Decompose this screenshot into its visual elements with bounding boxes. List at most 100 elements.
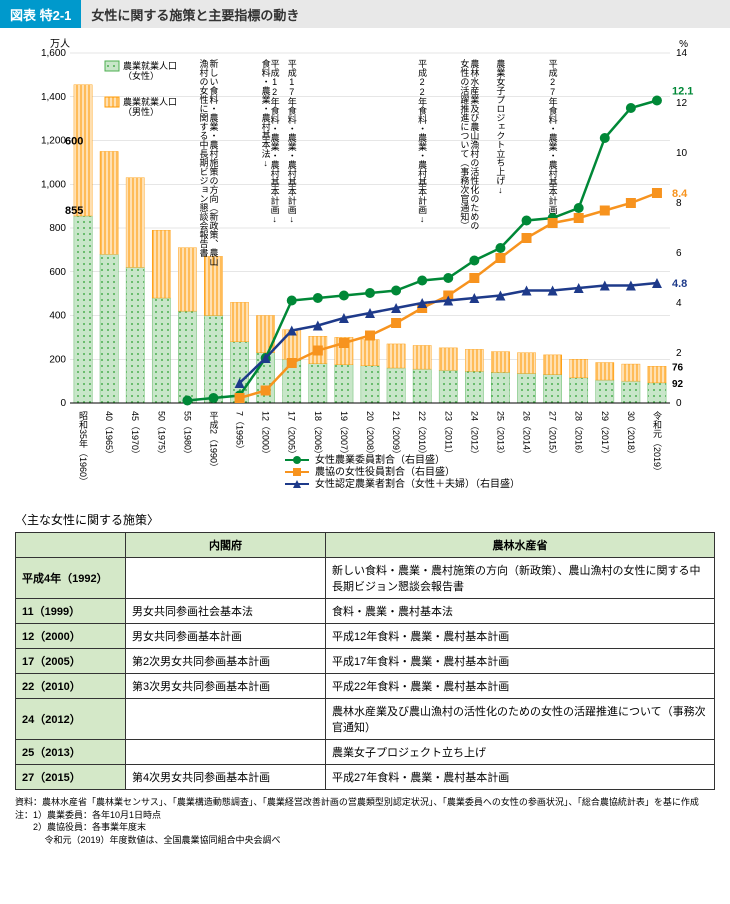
svg-text:農協の女性役員割合（右目盛）: 農協の女性役員割合（右目盛） xyxy=(315,465,455,478)
bar-female xyxy=(335,365,353,403)
bar-male xyxy=(622,364,640,381)
svg-text:新しい食料・農業・農村施策の方向（新政策、農山: 新しい食料・農業・農村施策の方向（新政策、農山 xyxy=(208,58,218,266)
bar-male xyxy=(74,85,92,216)
svg-text:21（2009）: 21（2009） xyxy=(391,411,401,459)
svg-text:30（2018）: 30（2018） xyxy=(626,411,636,459)
svg-text:22（2010）: 22（2010） xyxy=(417,411,427,459)
svg-text:400: 400 xyxy=(49,311,66,322)
policy-cell: 新しい食料・農業・農村施策の方向（新政策）、農山漁村の女性に関する中長期ビジョン… xyxy=(326,558,715,599)
svg-text:92: 92 xyxy=(672,379,684,390)
bar-male xyxy=(230,302,248,341)
svg-text:12: 12 xyxy=(676,98,688,109)
svg-text:4: 4 xyxy=(676,298,682,309)
svg-text:1,200: 1,200 xyxy=(41,136,66,147)
policy-year: 27（2015） xyxy=(16,765,126,790)
svg-text:12（2000）: 12（2000） xyxy=(261,411,271,459)
bar-male xyxy=(439,348,457,370)
svg-text:24（2012）: 24（2012） xyxy=(469,411,479,459)
policy-cell: 第2次男女共同参画基本計画 xyxy=(126,649,326,674)
svg-text:1,400: 1,400 xyxy=(41,92,66,103)
bar-female xyxy=(178,311,196,403)
svg-text:23（2011）: 23（2011） xyxy=(443,411,453,458)
svg-text:2: 2 xyxy=(676,348,682,359)
bar-female xyxy=(596,380,614,403)
svg-text:女性認定農業者割合（女性＋夫婦）（右目盛）: 女性認定農業者割合（女性＋夫婦）（右目盛） xyxy=(315,477,520,490)
policy-table: 内閣府農林水産省 平成4年（1992） 新しい食料・農業・農村施策の方向（新政策）… xyxy=(15,532,715,790)
policy-th: 内閣府 xyxy=(126,533,326,558)
svg-text:28（2016）: 28（2016） xyxy=(574,411,584,459)
policy-year: 11（1999） xyxy=(16,599,126,624)
bar-female xyxy=(204,316,222,404)
svg-text:55（1980）: 55（1980） xyxy=(182,411,192,459)
bar-female xyxy=(439,370,457,403)
svg-text:40（1965）: 40（1965） xyxy=(104,411,114,459)
svg-text:26（2014）: 26（2014） xyxy=(522,411,532,459)
policy-year: 24（2012） xyxy=(16,699,126,740)
policy-th: 農林水産省 xyxy=(326,533,715,558)
bar-female xyxy=(570,378,588,403)
policy-year: 平成4年（1992） xyxy=(16,558,126,599)
policy-section-title: 〈主な女性に関する施策〉 xyxy=(15,511,715,528)
note-line: 資料：農林水産省「農林業センサス」、「農業構造動態調査」、「農業経営改善計画の営… xyxy=(15,796,715,809)
svg-text:18（2006）: 18（2006） xyxy=(313,411,323,459)
policy-year: 17（2005） xyxy=(16,649,126,674)
svg-text:600: 600 xyxy=(65,136,83,148)
svg-text:29（2017）: 29（2017） xyxy=(600,411,610,459)
bar-male xyxy=(126,178,144,268)
svg-text:女性の活躍推進について（事務次官通知）: 女性の活躍推進について（事務次官通知） xyxy=(459,58,469,230)
svg-text:17（2005）: 17（2005） xyxy=(287,411,297,459)
policy-year: 12（2000） xyxy=(16,624,126,649)
bar-male xyxy=(570,359,588,378)
bar-female xyxy=(309,364,327,403)
policy-cell: 男女共同参画基本計画 xyxy=(126,624,326,649)
bar-male xyxy=(596,363,614,381)
svg-text:12.1: 12.1 xyxy=(672,86,693,98)
svg-text:19（2007）: 19（2007） xyxy=(339,411,349,459)
bar-male xyxy=(465,349,483,371)
svg-text:27（2015）: 27（2015） xyxy=(548,411,558,459)
policy-cell xyxy=(126,740,326,765)
source-notes: 資料：農林水産省「農林業センサス」、「農業構造動態調査」、「農業経営改善計画の営… xyxy=(15,796,715,846)
svg-text:0: 0 xyxy=(676,398,682,409)
bar-female xyxy=(648,383,666,403)
svg-text:200: 200 xyxy=(49,354,66,365)
bar-male xyxy=(152,230,170,298)
svg-text:平成27年食料・農業・農村基本計画↓: 平成27年食料・農業・農村基本計画↓ xyxy=(548,59,558,224)
policy-cell: 男女共同参画社会基本法 xyxy=(126,599,326,624)
policy-cell xyxy=(126,699,326,740)
policy-cell: 第3次男女共同参画基本計画 xyxy=(126,674,326,699)
svg-text:令和元（2019）: 令和元（2019） xyxy=(652,410,662,476)
bar-female xyxy=(491,372,509,403)
svg-text:農業就業人口: 農業就業人口 xyxy=(123,60,177,71)
svg-text:農業就業人口: 農業就業人口 xyxy=(123,96,177,107)
svg-text:6: 6 xyxy=(676,248,682,259)
svg-text:女性農業委員割合（右目盛）: 女性農業委員割合（右目盛） xyxy=(315,453,445,466)
policy-cell: 平成22年食料・農業・農村基本計画 xyxy=(326,674,715,699)
svg-text:%: % xyxy=(679,39,688,50)
bar-male xyxy=(517,353,535,374)
bar-female xyxy=(126,267,144,403)
svg-text:4.8: 4.8 xyxy=(672,278,687,290)
policy-year: 25（2013） xyxy=(16,740,126,765)
bar-male xyxy=(361,340,379,366)
bar-male xyxy=(491,352,509,373)
bar-female xyxy=(413,369,431,403)
svg-text:農林水産業及び農山漁村の活性化のための: 農林水産業及び農山漁村の活性化のための xyxy=(469,58,479,230)
bar-male xyxy=(413,345,431,369)
figure-tag: 図表 特2-1 xyxy=(0,0,81,28)
bar-male xyxy=(543,355,561,375)
bar-female xyxy=(387,368,405,403)
policy-cell: 平成27年食料・農業・農村基本計画 xyxy=(326,765,715,790)
policy-cell: 平成12年食料・農業・農村基本計画 xyxy=(326,624,715,649)
svg-text:漁村の女性に関する中長期ビジョン懇談会報告書: 漁村の女性に関する中長期ビジョン懇談会報告書 xyxy=(198,58,208,258)
bar-male xyxy=(100,151,118,254)
policy-cell: 食料・農業・農村基本法 xyxy=(326,599,715,624)
policy-cell: 農林水産業及び農山漁村の活性化のための女性の活躍推進について（事務次官通知） xyxy=(326,699,715,740)
svg-text:45（1970）: 45（1970） xyxy=(130,411,140,459)
policy-cell: 第4次男女共同参画基本計画 xyxy=(126,765,326,790)
svg-text:0: 0 xyxy=(60,398,66,409)
bar-female xyxy=(100,254,118,403)
svg-text:平成22年食料・農業・農村基本計画↓: 平成22年食料・農業・農村基本計画↓ xyxy=(417,59,427,224)
note-line: 2）農協役員：各事業年度末 xyxy=(15,821,715,834)
svg-text:昭和35年（1960）: 昭和35年（1960） xyxy=(78,411,88,486)
